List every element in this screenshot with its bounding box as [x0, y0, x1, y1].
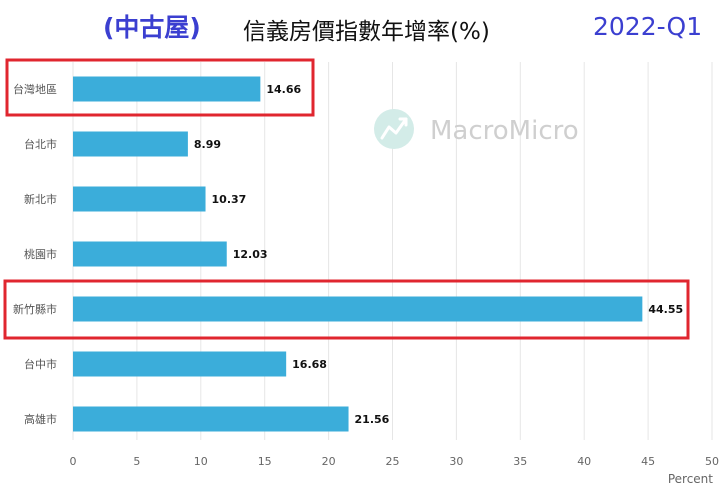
category-label: 台北市 — [24, 137, 57, 151]
x-tick-label: 30 — [449, 455, 463, 468]
watermark: MacroMicro — [374, 109, 579, 149]
x-tick-label: 40 — [577, 455, 591, 468]
category-label: 桃園市 — [24, 247, 57, 261]
bar — [73, 131, 188, 157]
chart-title: 信義房價指數年增率(%) — [243, 19, 490, 45]
period-tag: 2022-Q1 — [593, 12, 703, 41]
data-label: 8.99 — [194, 138, 221, 151]
bar — [73, 186, 206, 212]
grid-lines — [72, 62, 713, 440]
x-tick-label: 45 — [641, 455, 655, 468]
watermark-text: MacroMicro — [430, 116, 579, 146]
category-label: 新北市 — [24, 192, 57, 206]
data-label: 12.03 — [233, 248, 268, 261]
x-tick-label: 20 — [322, 455, 336, 468]
x-tick-label: 10 — [194, 455, 208, 468]
bar — [73, 406, 349, 432]
x-tick-label: 0 — [70, 455, 77, 468]
data-label: 44.55 — [648, 303, 683, 316]
data-label: 14.66 — [266, 83, 301, 96]
bar — [73, 351, 287, 377]
category-label: 高雄市 — [24, 412, 57, 426]
bar — [73, 241, 227, 267]
data-label: 16.68 — [292, 358, 327, 371]
x-tick-label: 5 — [133, 455, 140, 468]
bars — [73, 76, 643, 432]
chart-logo-icon — [374, 109, 414, 149]
data-label: 21.56 — [355, 413, 390, 426]
housing-type-tag: (中古屋) — [103, 13, 201, 42]
x-tick-label: 25 — [386, 455, 400, 468]
category-label: 台中市 — [24, 357, 57, 371]
bar — [73, 76, 261, 102]
highlight-box — [5, 58, 315, 117]
x-tick-label: 50 — [705, 455, 719, 468]
data-label: 10.37 — [212, 193, 247, 206]
x-tick-label: 15 — [258, 455, 272, 468]
bar — [73, 296, 643, 322]
x-tick-label: 35 — [513, 455, 527, 468]
data-labels: 14.66 8.99 10.37 12.03 44.55 16.68 21.56 — [194, 83, 683, 426]
highlight-boxes — [3, 58, 690, 340]
x-axis-label: Percent — [668, 472, 713, 486]
category-label: 台灣地區 — [13, 82, 57, 96]
category-label: 新竹縣市 — [13, 302, 57, 316]
x-axis-ticks: 0 5 10 15 20 25 30 35 40 45 50 — [70, 455, 720, 468]
highlight-box — [3, 279, 690, 340]
